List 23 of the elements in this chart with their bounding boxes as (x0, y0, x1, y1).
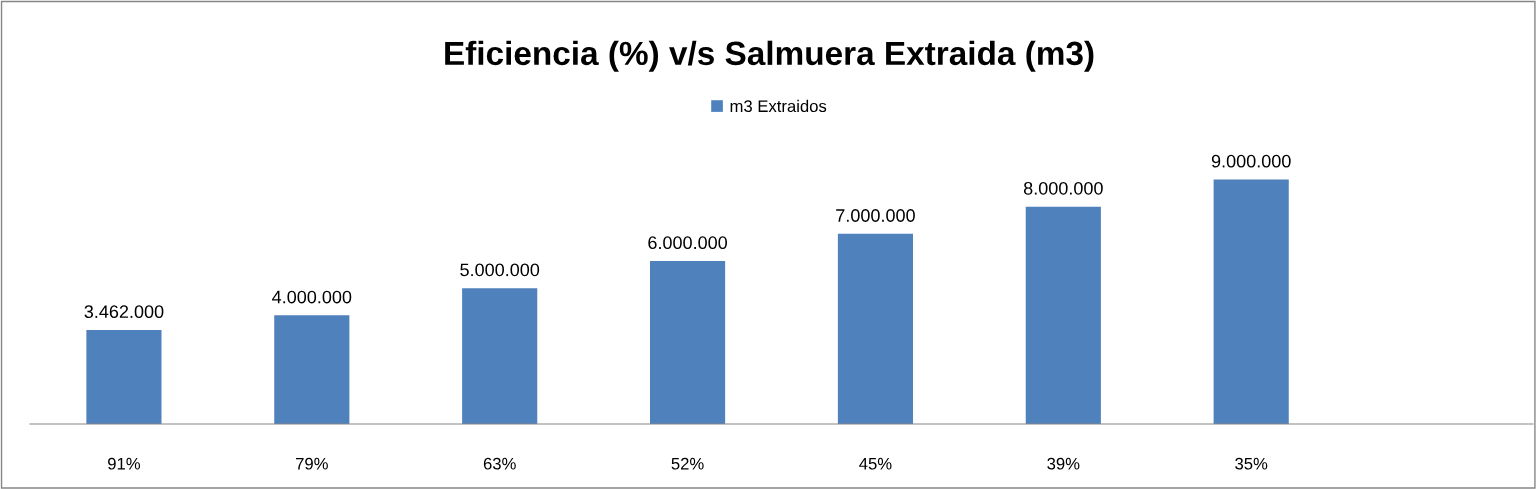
data-label: 8.000.000 (1023, 181, 1103, 195)
legend-label: m3 Extraidos (730, 99, 827, 113)
x-tick-label: 91% (108, 457, 141, 470)
bar (1213, 179, 1289, 424)
bar (86, 329, 162, 424)
x-tick-label: 63% (483, 457, 516, 470)
data-label: 9.000.000 (1211, 154, 1291, 168)
x-tick-label: 79% (295, 457, 328, 470)
data-label: 6.000.000 (648, 236, 728, 250)
bar (837, 233, 914, 424)
data-label: 7.000.000 (836, 209, 915, 222)
x-tick-label: 35% (1235, 457, 1268, 470)
chart-title: Eficiencia (%) v/s Salmuera Extraida (m3) (445, 40, 1094, 72)
x-tick-label: 39% (1047, 457, 1080, 470)
data-label: 3.462.000 (84, 305, 164, 319)
bar (462, 288, 538, 424)
bar (1025, 206, 1101, 424)
x-tick-label: 52% (671, 457, 704, 470)
data-label: 4.000.000 (272, 290, 352, 304)
bar (274, 315, 350, 424)
data-label: 5.000.000 (460, 263, 540, 277)
bar (649, 260, 726, 424)
x-tick-label: 45% (859, 457, 892, 470)
